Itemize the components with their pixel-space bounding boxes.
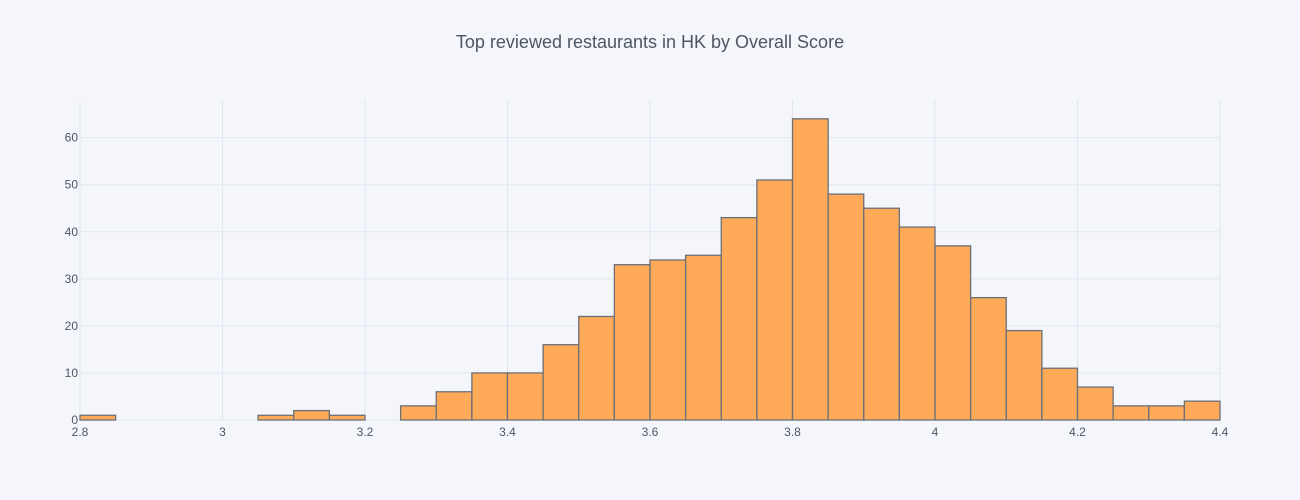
histogram-bar[interactable] [257, 414, 295, 421]
histogram-bar[interactable] [934, 245, 972, 421]
histogram-bar[interactable] [684, 254, 722, 421]
histogram-bar[interactable] [79, 414, 117, 421]
histogram-bar[interactable] [827, 193, 865, 421]
y-tick-label: 10 [65, 366, 79, 380]
histogram-bar[interactable] [328, 414, 366, 421]
histogram-bar[interactable] [293, 409, 331, 421]
histogram-bars [79, 118, 1221, 421]
histogram-bar[interactable] [720, 216, 758, 421]
histogram-bar[interactable] [1183, 400, 1221, 421]
histogram-bar[interactable] [791, 118, 829, 421]
histogram-bar[interactable] [649, 259, 687, 421]
histogram-bar[interactable] [471, 372, 509, 421]
y-tick-label: 0 [71, 413, 78, 427]
x-tick-label: 4.2 [1069, 425, 1086, 439]
histogram-bar[interactable] [506, 372, 544, 421]
histogram-bar[interactable] [1112, 405, 1150, 421]
histogram-bar[interactable] [1005, 329, 1043, 421]
x-tick-label: 2.8 [72, 425, 89, 439]
histogram-bar[interactable] [1148, 405, 1186, 421]
y-tick-label: 30 [65, 272, 79, 286]
x-tick-label: 3 [219, 425, 226, 439]
histogram-bar[interactable] [542, 344, 580, 421]
y-tick-label: 20 [65, 319, 79, 333]
x-axis-ticks: 2.8 3 3.2 3.4 3.6 3.8 4 4.2 4.4 [72, 425, 1229, 439]
x-tick-label: 3.2 [357, 425, 374, 439]
histogram-bar[interactable] [613, 264, 651, 421]
histogram-bar[interactable] [435, 391, 473, 421]
histogram-bar[interactable] [578, 315, 616, 421]
histogram-bar[interactable] [756, 179, 794, 421]
x-tick-label: 4.4 [1212, 425, 1229, 439]
histogram-bar[interactable] [399, 405, 437, 421]
x-tick-label: 3.6 [642, 425, 659, 439]
y-tick-label: 40 [65, 225, 79, 239]
chart-title: Top reviewed restaurants in HK by Overal… [455, 32, 845, 52]
histogram-bar[interactable] [1041, 367, 1079, 421]
y-tick-label: 60 [65, 131, 79, 145]
histogram-bar[interactable] [898, 226, 936, 421]
y-axis-ticks: 0 10 20 30 40 50 60 [65, 131, 79, 427]
histogram-bar[interactable] [1076, 386, 1114, 421]
histogram-bar[interactable] [863, 207, 901, 421]
x-tick-label: 3.8 [784, 425, 801, 439]
x-tick-label: 4 [932, 425, 939, 439]
x-tick-label: 3.4 [499, 425, 516, 439]
histogram-bar[interactable] [969, 296, 1007, 421]
y-tick-label: 50 [65, 178, 79, 192]
